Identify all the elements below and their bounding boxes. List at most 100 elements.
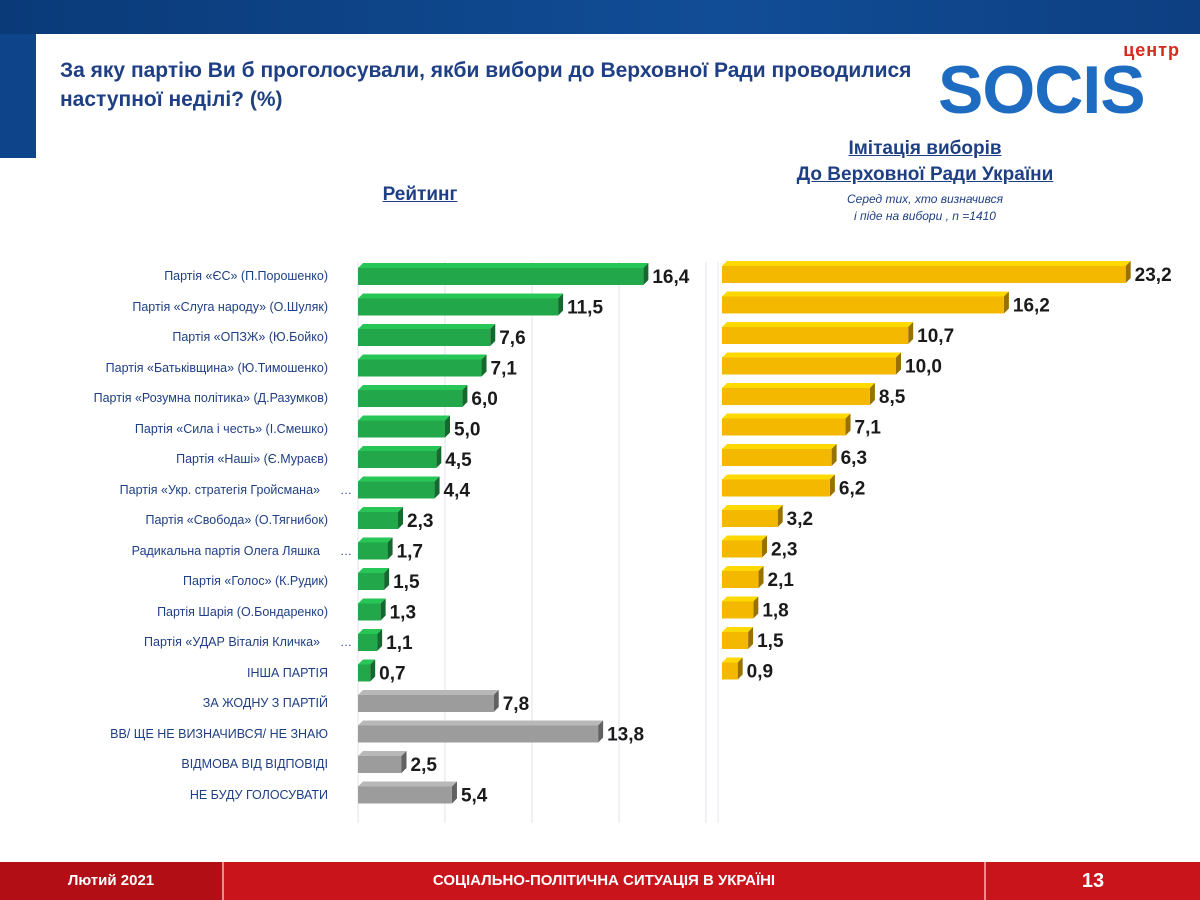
left-accent-tab [0,34,36,158]
simulation-bar [722,505,783,527]
rating-value-label: 1,1 [386,633,413,654]
category-label: Партія «Сила і честь» (І.Смешко) [134,421,328,436]
simulation-value-label: 10,0 [905,357,942,378]
simulation-value-label: 1,5 [757,631,784,652]
simulation-value-label: 7,1 [855,418,882,439]
category-label: Радикальна партія Олега Ляшка [131,543,320,558]
logo-wordmark: SOCIS [938,52,1146,128]
rating-value-label: 11,5 [567,298,603,319]
rating-bar [358,293,564,316]
simulation-value-label: 3,2 [787,509,813,530]
rating-heading: Рейтинг [382,184,458,205]
simulation-bar [722,444,837,466]
rating-bar [358,629,383,651]
simulation-bar [722,261,1131,283]
footer-title: СОЦІАЛЬНО-ПОЛІТИЧНА СИТУАЦІЯ В УКРАЇНІ [432,872,776,889]
rating-bar [358,537,393,560]
category-label: Партія «УДАР Віталія Кличка» [144,635,320,649]
simulation-bar [722,535,768,558]
simulation-value-label: 10,7 [917,326,954,347]
top-banner [0,0,1200,34]
rating-value-label: 1,5 [393,572,420,593]
rating-bar [358,751,407,773]
label-ellipsis: … [340,543,352,558]
rating-bar [358,354,487,377]
rating-value-label: 13,8 [607,725,644,746]
rating-value-label: 0,7 [379,664,405,685]
simulation-value-label: 6,2 [839,479,865,500]
rating-bar [358,263,649,285]
rating-value-label: 2,5 [411,755,438,776]
rating-value-label: 5,4 [461,786,488,807]
simulation-heading: Імітація виборів До Верховної Ради Украї… [760,136,1090,188]
category-label: Партія Шарія (О.Бондаренко) [157,604,328,619]
simulation-bar [722,291,1009,314]
logo-centr-text: центр [1123,40,1180,60]
bar-chart-canvas: 16,4 11,5 7,6 7,1 6,0 5,0 4,5 4,4 2,3 1,7 1,5 1,3 1,… [357,261,1172,823]
simulation-value-label: 23,2 [1135,265,1172,286]
rating-value-label: 2,3 [407,511,433,532]
simulation-value-label: 8,5 [879,387,906,408]
rating-bar [358,415,450,438]
simulation-bar [722,322,914,344]
simulation-value-label: 1,8 [762,601,788,622]
rating-value-label: 4,5 [445,450,472,471]
rating-value-label: 6,0 [471,389,497,410]
simulation-value-label: 0,9 [747,662,773,683]
rating-value-label: 1,7 [397,542,423,563]
category-label: Партія «Батьківщина» (Ю.Тимошенко) [105,360,328,375]
simulation-bar [722,413,851,436]
rating-bar [358,659,376,682]
category-label: Партія «ОПЗЖ» (Ю.Бойко) [172,330,328,344]
simulation-heading-line2: До Верховної Ради України [796,164,1054,185]
rating-bar [358,446,442,468]
rating-bar [358,476,440,499]
label-ellipsis: … [340,482,352,497]
rating-bar [358,507,404,529]
category-label: Партія «Укр. стратегія Гройсмана» [119,482,320,497]
simulation-bar [722,657,743,680]
rating-value-label: 16,4 [652,267,689,288]
rating-bar [358,781,457,804]
category-label: ЗА ЖОДНУ З ПАРТІЙ [202,696,328,710]
simulation-value-label: 2,3 [771,540,797,561]
category-label: Партія «Розумна політика» (Д.Разумков) [93,391,328,405]
category-label: НЕ БУДУ ГОЛОСУВАТИ [189,787,328,802]
slide-title: За яку партію Ви б проголосували, якби в… [60,59,912,111]
rating-value-label: 4,4 [444,481,471,502]
rating-value-label: 7,6 [499,328,525,349]
simulation-bar [722,627,754,649]
rating-bar [358,568,390,590]
simulation-note: Серед тих, хто визначився і піде на вибо… [780,191,1070,225]
category-label: ВІДМОВА ВІД ВІДПОВІДІ [181,757,328,771]
rating-bar [358,385,468,407]
simulation-heading-line1: Імітація виборів [848,138,1002,159]
simulation-bar [722,474,835,497]
footer-date: Лютий 2021 [0,862,224,900]
simulation-note-line1: Серед тих, хто визначився [846,192,1003,206]
simulation-bar [722,352,901,375]
category-label: ВВ/ ЩЕ НЕ ВИЗНАЧИВСЯ/ НЕ ЗНАЮ [110,726,328,741]
simulation-note-line2: і піде на вибори , n =1410 [854,209,996,223]
simulation-bar [722,566,764,588]
socis-logo: центр SOCIS [938,40,1188,126]
rating-value-label: 1,3 [390,603,416,624]
simulation-value-label: 16,2 [1013,296,1050,317]
category-label: Партія «ЄС» (П.Порошенко) [164,269,328,283]
simulation-value-label: 2,1 [768,570,795,591]
footer-page-number: 13 [984,862,1200,900]
rating-value-label: 7,8 [503,694,529,715]
rating-value-label: 7,1 [491,359,518,380]
rating-bar [358,324,496,346]
category-label: Партія «Слуга народу» (О.Шуляк) [132,299,328,314]
simulation-bar [722,596,759,619]
rating-value-label: 5,0 [454,420,480,441]
category-label: Партія «Голос» (К.Рудик) [183,574,328,588]
category-label: Партія «Наші» (Є.Мураєв) [176,452,328,466]
category-label: Партія «Свобода» (О.Тягнибок) [145,513,328,527]
simulation-bar [722,383,875,405]
rating-bar [358,720,604,743]
rating-bar [358,598,386,621]
rating-bar [358,690,499,712]
simulation-value-label: 6,3 [841,448,867,469]
